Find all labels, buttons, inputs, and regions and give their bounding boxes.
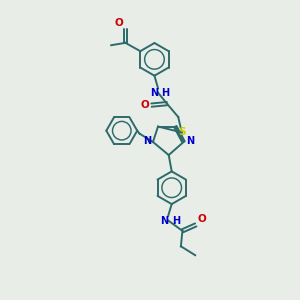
Text: O: O <box>140 100 149 110</box>
Text: H: H <box>172 216 180 226</box>
Text: N: N <box>160 216 168 226</box>
Text: O: O <box>115 18 123 28</box>
Text: O: O <box>198 214 206 224</box>
Text: N: N <box>150 88 158 98</box>
Text: S: S <box>178 128 186 137</box>
Text: H: H <box>162 88 170 98</box>
Text: N: N <box>143 136 151 146</box>
Text: N: N <box>186 136 194 146</box>
